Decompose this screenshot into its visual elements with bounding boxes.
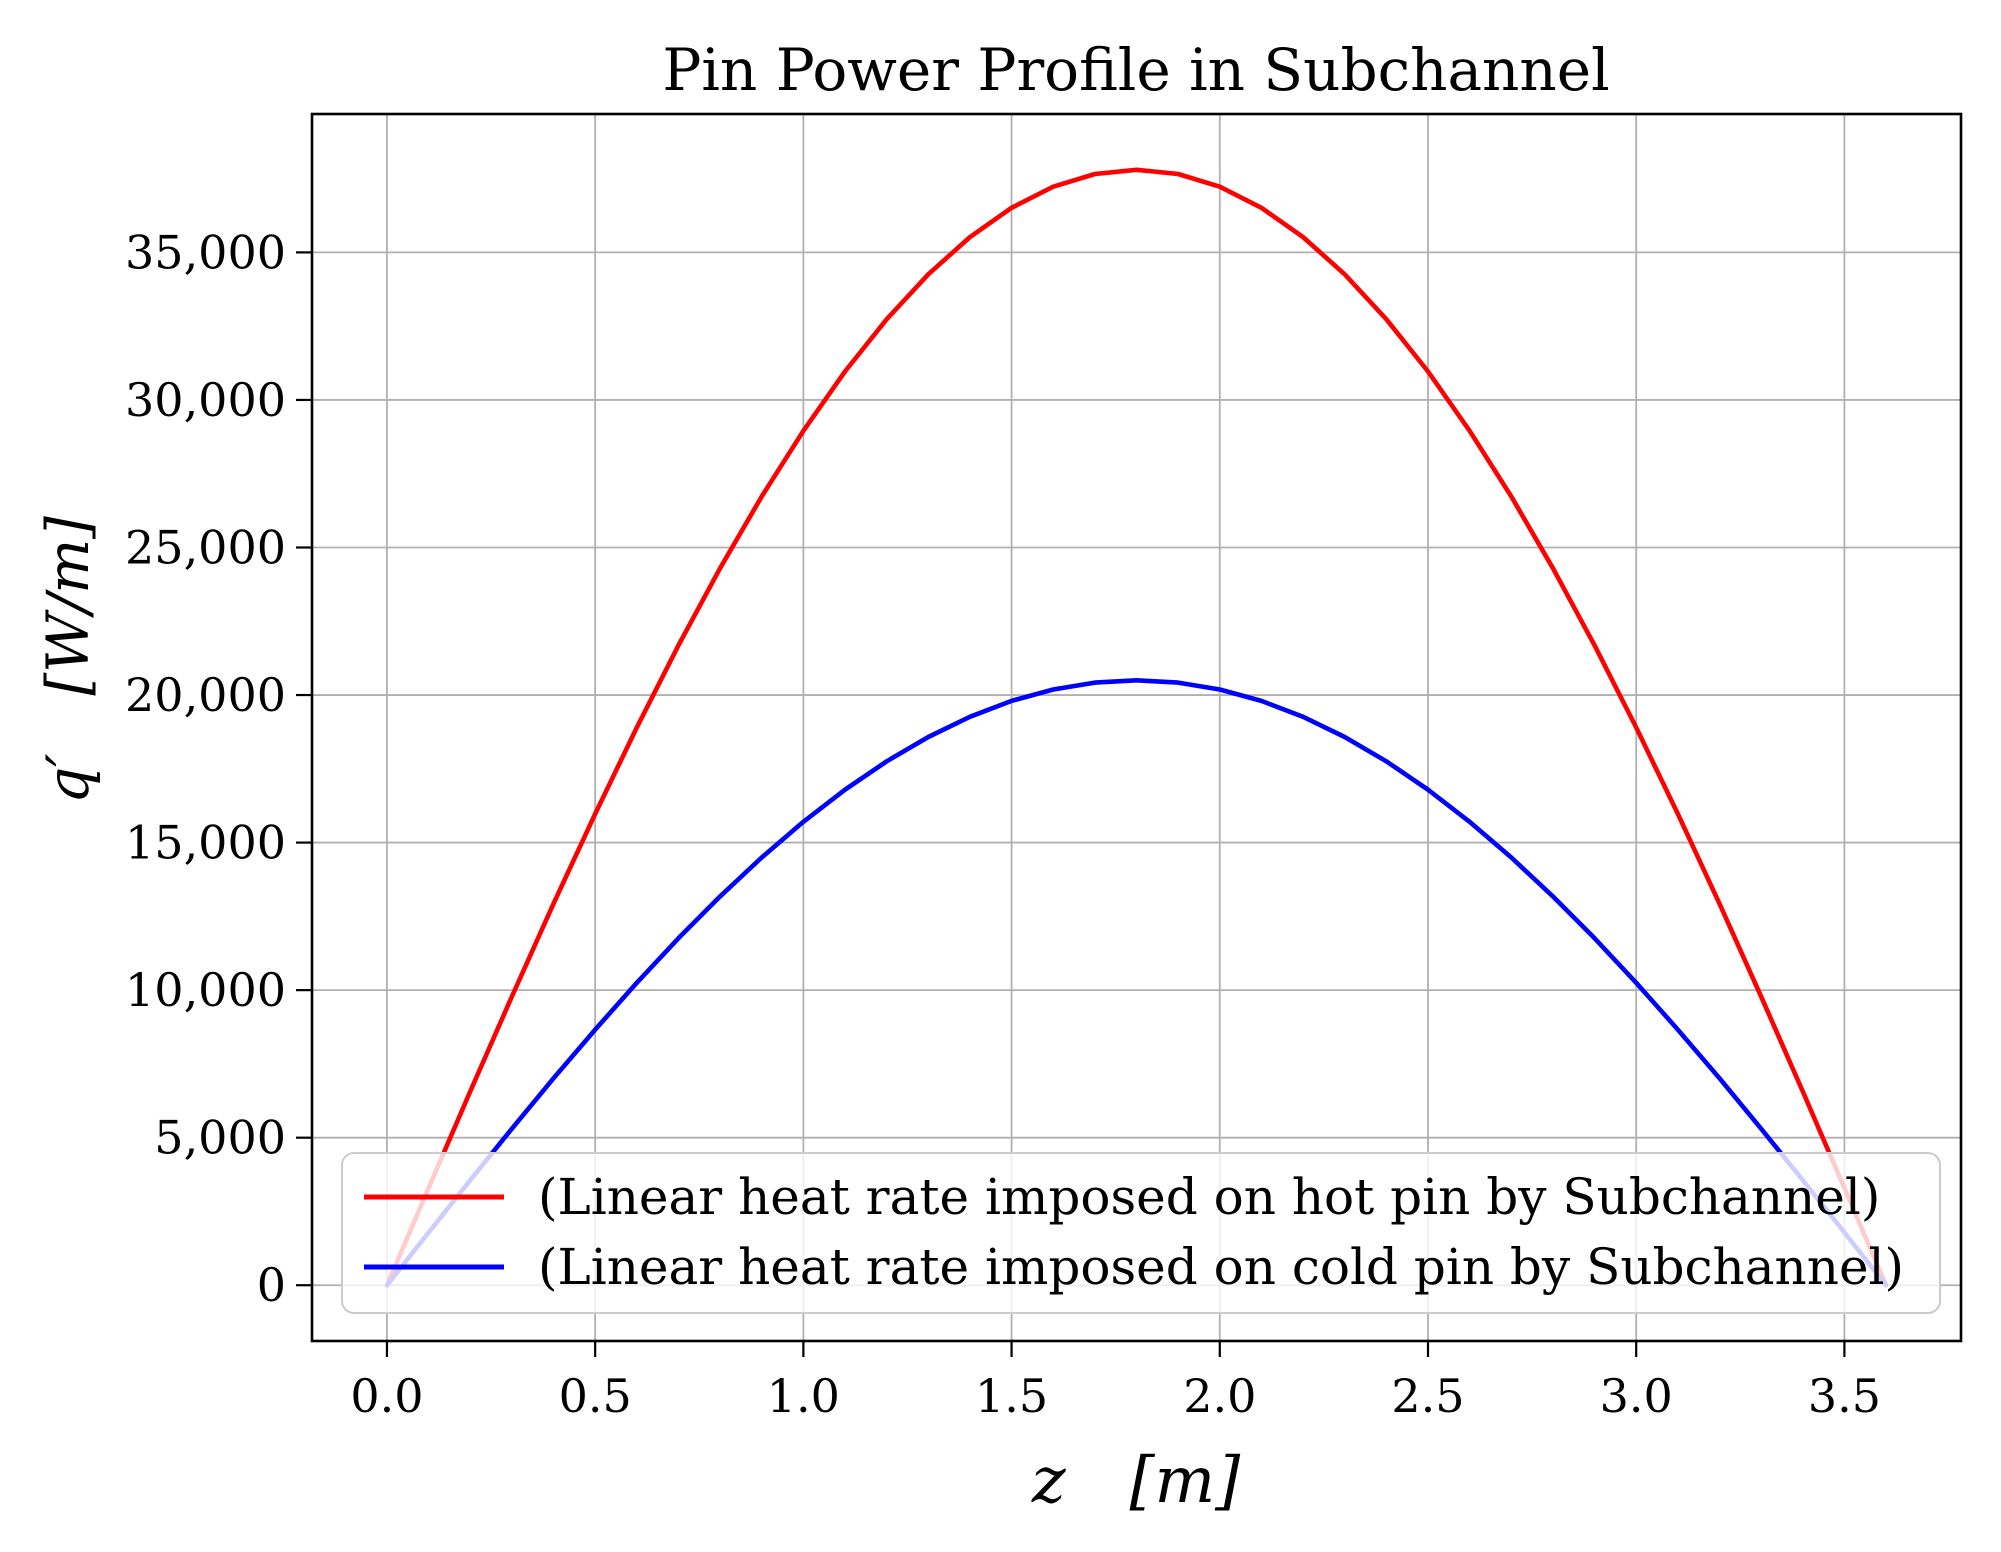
y-tick-label: 10,000 [125,963,286,1017]
y-tick-label: 25,000 [125,520,286,574]
x-tick-label: 2.0 [1183,1369,1256,1423]
legend-box [341,1152,1941,1314]
plot-border [310,112,1963,1343]
hot-pin-curve [384,167,1889,1288]
cold-pin-curve [384,678,1889,1288]
x-tick-label: 1.5 [975,1369,1048,1423]
x-tick-label: 3.5 [1808,1369,1881,1423]
grid-lines [312,114,1961,1341]
y-tick-labels: 0 5,000 10,000 15,000 20,000 25,000 30,000 35,0… [125,225,286,1312]
legend-label-cold-pin: (Linear heat rate imposed on cold pin by… [538,1238,1904,1296]
x-tick-label: 3.0 [1600,1369,1673,1423]
x-axis-label: z [m] [1031,1444,1241,1518]
axis-ticks [296,251,1846,1357]
x-tick-label: 0.5 [559,1369,632,1423]
x-tick-label: 1.0 [767,1369,840,1423]
x-tick-label: 2.5 [1391,1369,1464,1423]
y-tick-label: 15,000 [125,816,286,870]
chart-title: Pin Power Profile in Subchannel [662,36,1609,104]
legend: (Linear heat rate imposed on hot pin by … [341,1152,1941,1314]
x-tick-label: 0.0 [350,1369,423,1423]
y-tick-label: 5,000 [154,1111,286,1165]
x-tick-labels: 0.0 0.5 1.0 1.5 2.0 2.5 3.0 3.5 [350,1369,1881,1423]
y-tick-label: 35,000 [125,225,286,279]
y-tick-label: 20,000 [125,668,286,722]
y-tick-label: 0 [257,1258,286,1312]
y-axis-label: q′ [W/m] [34,516,102,804]
legend-label-hot-pin: (Linear heat rate imposed on hot pin by … [538,1168,1880,1226]
y-tick-label: 30,000 [125,373,286,427]
data-series [384,167,1889,1288]
